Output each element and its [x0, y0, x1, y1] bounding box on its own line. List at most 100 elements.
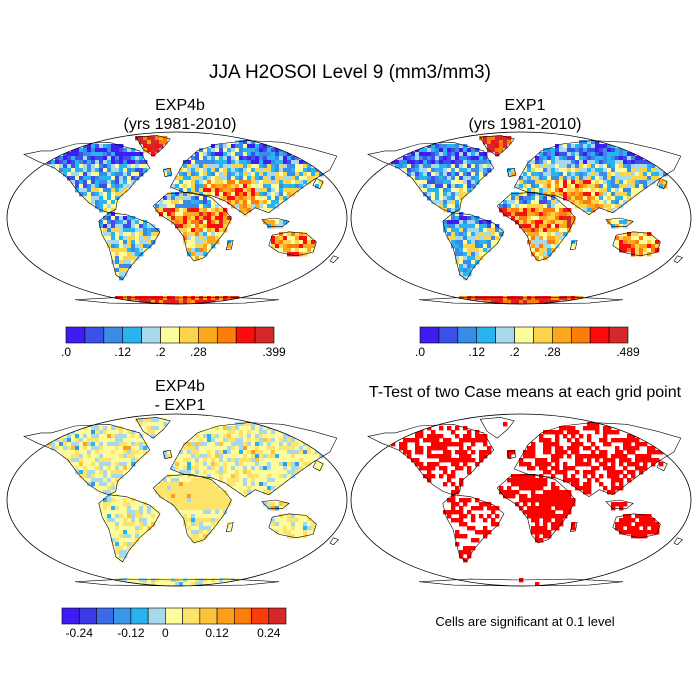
colorbar-diff-swatch — [234, 607, 252, 625]
panel-title-exp4b-line2: (yrs 1981-2010) — [123, 116, 237, 133]
coast-new-zealand — [673, 537, 684, 546]
colorbar-exp1-swatch — [495, 326, 515, 344]
coast-uk — [507, 167, 517, 178]
colorbar-exp1-swatch — [419, 326, 440, 344]
coast-south-america — [98, 494, 161, 563]
significance-note: Cells are significant at 0.1 level — [435, 614, 615, 629]
colorbar-exp1-swatch — [514, 326, 534, 344]
panel-title-exp4b: EXP4b (yrs 1981-2010) — [60, 96, 300, 134]
coast-africa — [496, 191, 576, 262]
panel-title-diff: EXP4b - EXP1 — [60, 377, 300, 415]
colorbar-exp4b-label: .2 — [156, 345, 166, 359]
coastlines-exp4b — [23, 135, 340, 305]
coast-uk — [507, 449, 517, 460]
colorbar-exp1-swatch — [589, 326, 610, 344]
colorbar-diff-swatch — [96, 607, 114, 625]
map-exp4b — [6, 131, 348, 305]
coast-madagascar — [225, 521, 234, 533]
coast-antarctica-edge — [418, 578, 624, 587]
colorbar-exp1-swatch — [457, 326, 478, 344]
colorbar-exp1-label: .12 — [468, 345, 485, 359]
colorbar-exp4b-swatch — [160, 326, 180, 344]
colorbar-diff-swatch — [78, 607, 97, 625]
colorbar-exp4b-swatch — [84, 326, 105, 344]
coast-eurasia — [169, 422, 338, 497]
colorbar-exp4b-label: .0 — [61, 345, 71, 359]
panel-title-exp1-line1: EXP1 — [504, 97, 546, 114]
colorbar-diff-label: -0.24 — [66, 626, 94, 640]
coast-new-zealand — [329, 255, 340, 264]
colorbar-diff-label: 0.12 — [205, 626, 229, 640]
colorbar-exp1: .0 .12 .2 .28 .489 — [415, 326, 640, 359]
coast-antarctica-edge — [74, 296, 280, 305]
colorbar-exp4b-swatch — [254, 326, 275, 344]
map-diff — [6, 413, 348, 587]
coast-eurasia — [513, 422, 682, 497]
colorbar-exp1-swatch — [608, 326, 629, 344]
coast-japan — [312, 177, 324, 190]
coast-greenland — [135, 135, 171, 157]
colorbar-exp1-label: .2 — [510, 345, 520, 359]
colorbar-exp1-label: .28 — [544, 345, 561, 359]
coast-south-america — [442, 212, 505, 281]
coast-new-zealand — [673, 255, 684, 264]
coast-indonesia — [261, 217, 290, 227]
coast-africa — [496, 473, 576, 544]
coast-indonesia — [605, 217, 634, 227]
colorbar-diff-swatch — [113, 607, 132, 625]
colorbar-diff-swatch — [130, 607, 149, 625]
map-field-exp4b — [47, 136, 324, 304]
colorbar-exp1-label: .0 — [415, 345, 425, 359]
coast-japan — [312, 459, 324, 472]
coast-uk — [163, 449, 173, 460]
coast-eurasia — [513, 140, 682, 215]
coast-eurasia — [169, 140, 338, 215]
colorbar-exp4b-label: .399 — [262, 345, 286, 359]
colorbar-exp1-swatch — [533, 326, 553, 344]
colorbar-diff-label: -0.12 — [117, 626, 145, 640]
globe-border-diff — [6, 413, 348, 587]
coast-antarctica-edge — [418, 296, 624, 305]
colorbar-exp4b-swatch — [141, 326, 161, 344]
coast-uk — [163, 167, 173, 178]
colorbar-exp4b-swatch — [179, 326, 199, 344]
globe-border-exp4b — [6, 131, 348, 305]
coast-australia — [268, 231, 317, 257]
colorbar-exp4b-swatch — [103, 326, 124, 344]
coast-indonesia — [261, 499, 290, 509]
map-ttest — [350, 413, 692, 587]
colorbar-diff-swatch — [216, 607, 235, 625]
colorbar-exp1-swatch — [438, 326, 459, 344]
maps-layer — [6, 131, 692, 587]
coast-greenland — [479, 135, 515, 157]
panel-title-diff-line2: - EXP1 — [154, 397, 206, 414]
globe-border-ttest — [350, 413, 692, 587]
colorbar-diff-swatch — [61, 607, 80, 625]
coast-australia — [268, 513, 317, 539]
coastlines-exp1 — [367, 135, 684, 305]
map-field-exp1 — [391, 136, 668, 304]
main-title: JJA H2OSOI Level 9 (mm3/mm3) — [209, 62, 491, 83]
colorbar-exp4b-swatch — [216, 326, 237, 344]
coast-greenland — [135, 417, 171, 439]
coast-south-america — [442, 494, 505, 563]
map-exp1 — [350, 131, 692, 305]
coast-madagascar — [569, 521, 578, 533]
colorbar-exp4b: .0 .12 .2 .28 .399 — [61, 326, 286, 359]
colorbar-diff-swatch — [165, 607, 183, 625]
colorbar-exp1-swatch — [570, 326, 591, 344]
colorbar-exp4b-swatch — [235, 326, 256, 344]
colorbars-layer: .0 .12 .2 .28 .399 .0 .12 .2 .28 .489 -0.24 -0.12 0 0… — [61, 326, 640, 640]
coast-greenland — [479, 417, 515, 439]
colorbar-diff-swatch — [147, 607, 166, 625]
coast-japan — [656, 459, 668, 472]
colorbar-exp1-label: .489 — [616, 345, 640, 359]
coast-africa — [152, 473, 232, 544]
colorbar-diff-swatch — [268, 607, 287, 625]
colorbar-diff-swatch — [199, 607, 218, 625]
map-field-diff — [47, 418, 324, 586]
panel-title-exp1: EXP1 (yrs 1981-2010) — [405, 96, 645, 134]
coast-madagascar — [225, 239, 234, 251]
panel-title-exp4b-line1: EXP4b — [155, 97, 205, 114]
